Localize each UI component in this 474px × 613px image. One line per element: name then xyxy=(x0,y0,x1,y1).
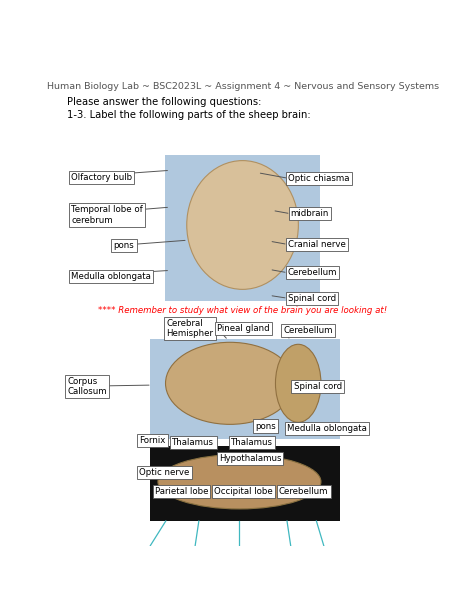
Text: Cerebellum: Cerebellum xyxy=(283,326,333,335)
Text: Olfactory bulb: Olfactory bulb xyxy=(71,173,132,182)
Text: midbrain: midbrain xyxy=(291,209,329,218)
Text: Please answer the following questions:: Please answer the following questions: xyxy=(67,97,262,107)
Ellipse shape xyxy=(158,455,321,509)
Text: Medulla oblongata: Medulla oblongata xyxy=(71,272,151,281)
Text: Cerebellum: Cerebellum xyxy=(288,268,337,277)
Text: Cranial nerve: Cranial nerve xyxy=(288,240,346,249)
Text: Corpus
Callosum: Corpus Callosum xyxy=(67,377,107,396)
Text: Cerebral
Hemispher: Cerebral Hemispher xyxy=(166,319,213,338)
Bar xyxy=(150,446,340,521)
Text: Thalamus: Thalamus xyxy=(231,438,273,447)
Text: Hypothalamus: Hypothalamus xyxy=(219,454,281,463)
Text: pons: pons xyxy=(255,422,276,431)
Text: **** Remember to study what view of the brain you are looking at!: **** Remember to study what view of the … xyxy=(98,306,388,315)
Text: Spinal cord: Spinal cord xyxy=(288,294,336,303)
Text: Optic nerve: Optic nerve xyxy=(139,468,190,477)
Bar xyxy=(150,340,340,440)
Bar xyxy=(165,154,320,301)
Text: 1-3. Label the following parts of the sheep brain:: 1-3. Label the following parts of the sh… xyxy=(67,110,311,120)
Ellipse shape xyxy=(165,342,294,424)
Text: Medulla oblongata: Medulla oblongata xyxy=(287,424,367,433)
Text: Fornix: Fornix xyxy=(139,436,166,445)
Text: Spinal cord: Spinal cord xyxy=(293,382,342,391)
Text: pons: pons xyxy=(114,242,134,250)
Text: Parietal lobe: Parietal lobe xyxy=(155,487,208,496)
Text: Temporal lobe of
cerebrum: Temporal lobe of cerebrum xyxy=(71,205,143,225)
Text: Cerebellum: Cerebellum xyxy=(279,487,328,496)
Text: Thalamus: Thalamus xyxy=(173,438,214,447)
Text: Optic chiasma: Optic chiasma xyxy=(289,174,350,183)
Ellipse shape xyxy=(187,161,298,289)
Text: Pineal gland: Pineal gland xyxy=(217,324,270,333)
Ellipse shape xyxy=(275,345,321,422)
Text: Human Biology Lab ~ BSC2023L ~ Assignment 4 ~ Nervous and Sensory Systems: Human Biology Lab ~ BSC2023L ~ Assignmen… xyxy=(47,82,439,91)
Text: Occipital lobe: Occipital lobe xyxy=(214,487,273,496)
